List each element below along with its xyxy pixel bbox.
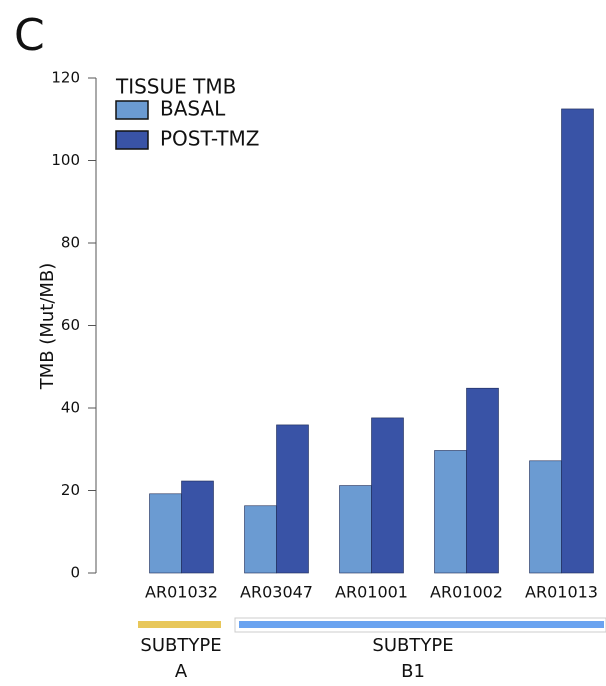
x-tick-label: AR01013 xyxy=(525,583,598,602)
x-tick-label: AR01032 xyxy=(145,583,218,602)
legend-label: BASAL xyxy=(160,97,226,121)
bar xyxy=(529,460,562,574)
bar xyxy=(434,450,467,574)
y-axis-label: TMB (Mut/MB) xyxy=(37,263,58,391)
bar xyxy=(466,387,499,574)
x-tick-label: AR01002 xyxy=(430,583,503,602)
y-tick-label: 80 xyxy=(61,234,80,252)
legend-swatch xyxy=(115,130,149,150)
y-tick-label: 120 xyxy=(51,69,80,87)
y-tick-label: 20 xyxy=(61,481,80,499)
y-tick-label: 60 xyxy=(61,316,80,334)
bar xyxy=(371,417,404,574)
subtype-label: SUBTYPE xyxy=(140,635,221,656)
y-tick-label: 0 xyxy=(70,564,80,582)
subtype-label: B1 xyxy=(401,661,425,682)
y-tick-label: 40 xyxy=(61,399,80,417)
subtype-label: SUBTYPE xyxy=(372,635,453,656)
y-tick-label: 100 xyxy=(51,151,80,169)
bar xyxy=(149,493,182,574)
subtype-bar xyxy=(239,621,604,628)
bar xyxy=(276,424,309,574)
bar xyxy=(339,485,372,574)
x-tick-label: AR03047 xyxy=(240,583,313,602)
bar xyxy=(244,505,277,574)
bar xyxy=(181,480,214,574)
legend-title: TISSUE TMB xyxy=(115,75,236,99)
subtype-frame xyxy=(234,617,606,633)
legend-swatch xyxy=(115,100,149,120)
x-tick-label: AR01001 xyxy=(335,583,408,602)
subtype-label: A xyxy=(175,661,188,682)
bar xyxy=(561,108,594,574)
panel-label: C xyxy=(14,10,45,61)
subtype-bar xyxy=(138,621,221,628)
legend-label: POST-TMZ xyxy=(160,127,259,151)
